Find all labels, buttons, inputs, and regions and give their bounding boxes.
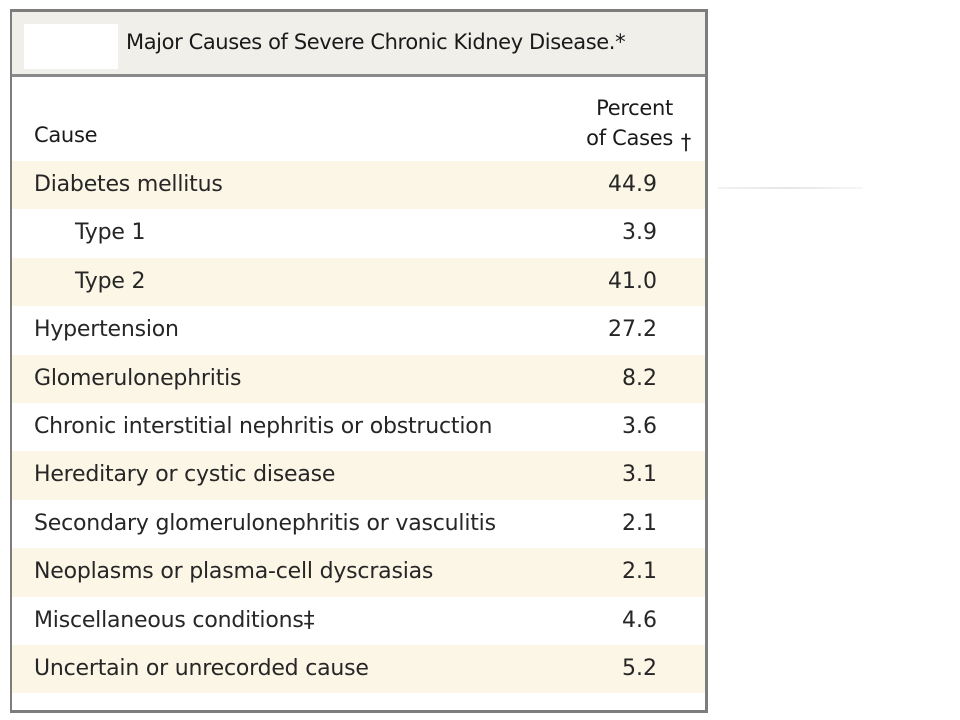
row-cause: Type 2 — [75, 268, 146, 294]
row-cause: Uncertain or unrecorded cause — [34, 655, 369, 681]
row-percent: 41.0 — [608, 268, 657, 294]
table-header: Cause Percent of Cases † — [12, 77, 705, 161]
table-row: Hereditary or cystic disease 3.1 — [12, 451, 705, 500]
row-percent: 3.9 — [622, 220, 657, 246]
table-row: Secondary glomerulonephritis or vasculit… — [12, 500, 705, 548]
row-cause: Type 1 — [75, 220, 146, 246]
table-row: Chronic interstitial nephritis or obstru… — [12, 403, 705, 451]
column-header-cause: Cause — [34, 123, 98, 147]
causes-table: Major Causes of Severe Chronic Kidney Di… — [10, 9, 708, 713]
table-row: Type 2 41.0 — [12, 257, 705, 307]
row-cause: Hereditary or cystic disease — [34, 462, 336, 488]
column-header-percent-line1: Percent — [596, 96, 673, 120]
row-cause: Neoplasms or plasma-cell dyscrasias — [34, 559, 434, 585]
row-cause: Miscellaneous conditions‡ — [34, 607, 315, 633]
table-title: Major Causes of Severe Chronic Kidney Di… — [126, 30, 626, 54]
table-row: Glomerulonephritis 8.2 — [12, 354, 705, 403]
footnote-dagger: † — [680, 130, 692, 154]
column-header-percent: Percent of Cases † — [586, 93, 691, 154]
row-percent: 27.2 — [608, 317, 657, 343]
table-title-bar: Major Causes of Severe Chronic Kidney Di… — [12, 12, 705, 77]
row-percent: 2.1 — [622, 510, 657, 536]
row-percent: 3.1 — [622, 462, 657, 488]
table-body: Diabetes mellitus 44.9 Type 1 3.9 Type 2 41.0… — [12, 161, 705, 694]
row-cause: Diabetes mellitus — [34, 172, 223, 197]
row-percent: 2.1 — [622, 559, 657, 585]
divider-line — [718, 187, 863, 189]
column-header-percent-line2: of Cases — [586, 126, 673, 150]
table-row: Uncertain or unrecorded cause 5.2 — [12, 644, 705, 694]
row-cause: Glomerulonephritis — [34, 365, 242, 391]
table-row: Miscellaneous conditions‡ 4.6 — [12, 597, 705, 645]
row-percent: 3.6 — [622, 413, 657, 439]
row-percent: 5.2 — [622, 655, 657, 681]
table-row: Diabetes mellitus 44.9 — [12, 161, 705, 210]
title-tab-blank — [24, 24, 118, 69]
table-row: Hypertension 27.2 — [12, 306, 705, 354]
row-percent: 4.6 — [622, 607, 657, 633]
row-cause: Secondary glomerulonephritis or vasculit… — [34, 510, 496, 536]
row-cause: Chronic interstitial nephritis or obstru… — [34, 413, 493, 439]
row-percent: 44.9 — [608, 172, 657, 197]
row-cause: Hypertension — [34, 317, 179, 343]
table-row: Neoplasms or plasma-cell dyscrasias 2.1 — [12, 548, 705, 597]
table-row: Type 1 3.9 — [12, 209, 705, 257]
row-percent: 8.2 — [622, 365, 657, 391]
